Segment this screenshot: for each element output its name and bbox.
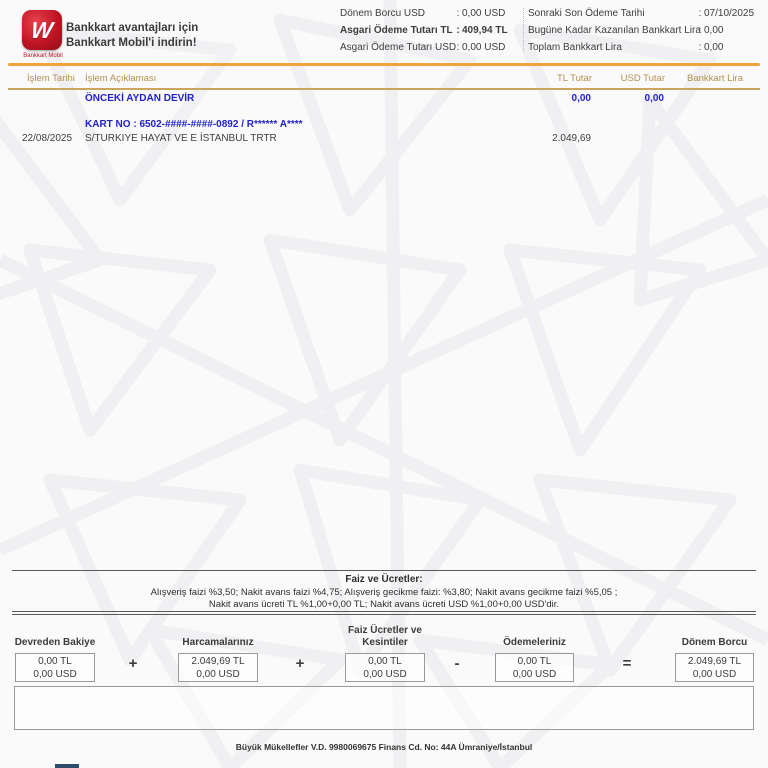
column-header-tl-tutar: TL Tutar — [556, 73, 592, 84]
total-donem-borcu: Dönem Borcu 2.049,69 TL 0,00 USD — [675, 620, 754, 682]
operator-minus: - — [454, 655, 460, 672]
colon: : — [698, 8, 702, 19]
info-label: Asgari Ödeme Tutarı TL — [340, 25, 453, 36]
cutoff-page-element — [55, 764, 79, 768]
column-header-islem-aciklamasi: İşlem Açıklaması — [85, 73, 157, 84]
header-column-divider — [523, 8, 525, 51]
colon: : — [698, 42, 702, 53]
total-devreden-bakiye: Devreden Bakiye 0,00 TL 0,00 USD — [15, 620, 95, 682]
row-devir-usd-amount: 0,00 — [644, 93, 664, 104]
total-odemeleriniz: Ödemeleriniz 0,00 TL 0,00 USD — [495, 620, 574, 682]
fees-title: Faiz ve Ücretler: — [345, 574, 423, 585]
total-label: Harcamalarınız — [182, 636, 254, 648]
info-row-sonraki-odeme: Sonraki Son Ödeme Tarihi : 07/10/2025 — [528, 5, 754, 22]
operator-plus-2: + — [295, 655, 305, 672]
total-box: 0,00 TL 0,00 USD — [15, 653, 95, 682]
row-txn-description: S/TURKIYE HAYAT VE E İSTANBUL TRTR — [85, 133, 277, 144]
total-usd: 0,00 USD — [33, 669, 77, 680]
total-tl: 2.049,69 TL — [687, 656, 742, 667]
total-label: Faiz Ücretler ve Kesintiler — [348, 625, 422, 648]
total-usd: 0,00 USD — [512, 669, 557, 680]
colon: : — [698, 25, 702, 36]
fees-line-2: Nakit avans ücreti TL %1,00+0,00 TL; Nak… — [208, 599, 560, 610]
bankkart-mobil-logo-block: W Bankkart Mobil — [20, 10, 64, 59]
row-txn-date: 22/08/2025 — [22, 133, 73, 144]
bankkart-mobil-app-icon: W — [22, 10, 62, 50]
operator-equals: = — [622, 655, 632, 672]
info-value: 409,94 TL — [462, 25, 508, 36]
row-card-number: KART NO : 6502-####-####-0892 / R****** … — [85, 119, 303, 130]
column-header-usd-tutar: USD Tutar — [620, 73, 665, 84]
total-usd: 0,00 USD — [363, 669, 407, 680]
total-usd: 0,00 USD — [196, 669, 240, 680]
total-box: 2.049,69 TL 0,00 USD — [675, 653, 754, 682]
colon: : — [456, 42, 460, 53]
total-box: 2.049,69 TL 0,00 USD — [178, 653, 258, 682]
info-label: Toplam Bankkart Lira — [528, 42, 622, 53]
column-header-bankkart-lira: Bankkart Lira — [687, 73, 743, 84]
total-box: 0,00 TL 0,00 USD — [345, 653, 425, 682]
fees-rule-bottom-2 — [12, 614, 756, 615]
colon: : — [456, 25, 460, 36]
payment-summary-left: Dönem Borcu USD : 0,00 USD Asgari Ödeme … — [340, 5, 508, 56]
row-txn-tl-amount: 2.049,69 — [552, 133, 591, 144]
info-value: 07/10/2025 — [704, 8, 755, 19]
footer-address: Büyük Mükellefler V.D. 9980069675 Finans… — [235, 742, 533, 752]
info-value: 0,00 — [704, 25, 724, 36]
info-row-donem-borcu-usd: Dönem Borcu USD : 0,00 USD — [340, 5, 508, 22]
info-label: Bugüne Kadar Kazanılan Bankkart Lira — [528, 25, 701, 36]
bankkart-w-icon: W — [29, 16, 55, 43]
promo-text: Bankkart avantajları için Bankkart Mobil… — [66, 21, 198, 51]
orange-divider-rule — [8, 63, 760, 66]
empty-notes-box — [14, 686, 754, 730]
gold-divider-rule — [8, 88, 760, 90]
total-tl: 2.049,69 TL — [191, 656, 245, 667]
info-row-asgari-odeme-tl: Asgari Ödeme Tutarı TL : 409,94 TL — [340, 22, 508, 39]
promo-line-2: Bankkart Mobil'i indirin! — [66, 37, 197, 49]
info-row-toplam-bankkart-lira: Toplam Bankkart Lira : 0,00 — [528, 39, 754, 56]
total-tl: 0,00 TL — [517, 656, 552, 667]
row-devir-tl-amount: 0,00 — [571, 93, 591, 104]
colon: : — [456, 8, 460, 19]
total-usd: 0,00 USD — [692, 669, 737, 680]
info-value: 0,00 USD — [462, 8, 506, 19]
fees-rule-bottom-1 — [12, 611, 756, 612]
info-label: Dönem Borcu USD — [340, 8, 426, 19]
fees-line-1: Alışveriş faizi %3,50; Nakit avans faizi… — [150, 587, 618, 598]
total-label: Ödemeleriniz — [503, 636, 566, 648]
total-faiz-ucretler: Faiz Ücretler ve Kesintiler 0,00 TL 0,00… — [345, 620, 425, 682]
total-label: Dönem Borcu — [681, 636, 748, 648]
column-header-islem-tarihi: İşlem Tarihi — [27, 73, 75, 84]
info-label: Sonraki Son Ödeme Tarihi — [528, 8, 645, 19]
info-row-kazanilan-bankkart-lira: Bugüne Kadar Kazanılan Bankkart Lira : 0… — [528, 22, 754, 39]
total-label: Devreden Bakiye — [14, 636, 96, 648]
total-harcamalariniz: Harcamalarınız 2.049,69 TL 0,00 USD — [178, 620, 258, 682]
info-value: 0,00 — [704, 42, 724, 53]
promo-line-1: Bankkart avantajları için — [66, 22, 199, 34]
operator-plus-1: + — [128, 655, 138, 672]
info-value: 0,00 USD — [462, 42, 506, 53]
fees-rule-top — [12, 570, 756, 571]
logo-caption: Bankkart Mobil — [23, 52, 63, 59]
payment-summary-right: Sonraki Son Ödeme Tarihi : 07/10/2025 Bu… — [528, 5, 754, 56]
info-label: Asgari Ödeme Tutarı USD — [340, 42, 457, 53]
total-tl: 0,00 TL — [368, 656, 402, 667]
row-devir-description: ÖNCEKİ AYDAN DEVİR — [85, 93, 195, 104]
total-box: 0,00 TL 0,00 USD — [495, 653, 574, 682]
info-row-asgari-odeme-usd: Asgari Ödeme Tutarı USD : 0,00 USD — [340, 39, 508, 56]
total-tl: 0,00 TL — [38, 656, 72, 667]
